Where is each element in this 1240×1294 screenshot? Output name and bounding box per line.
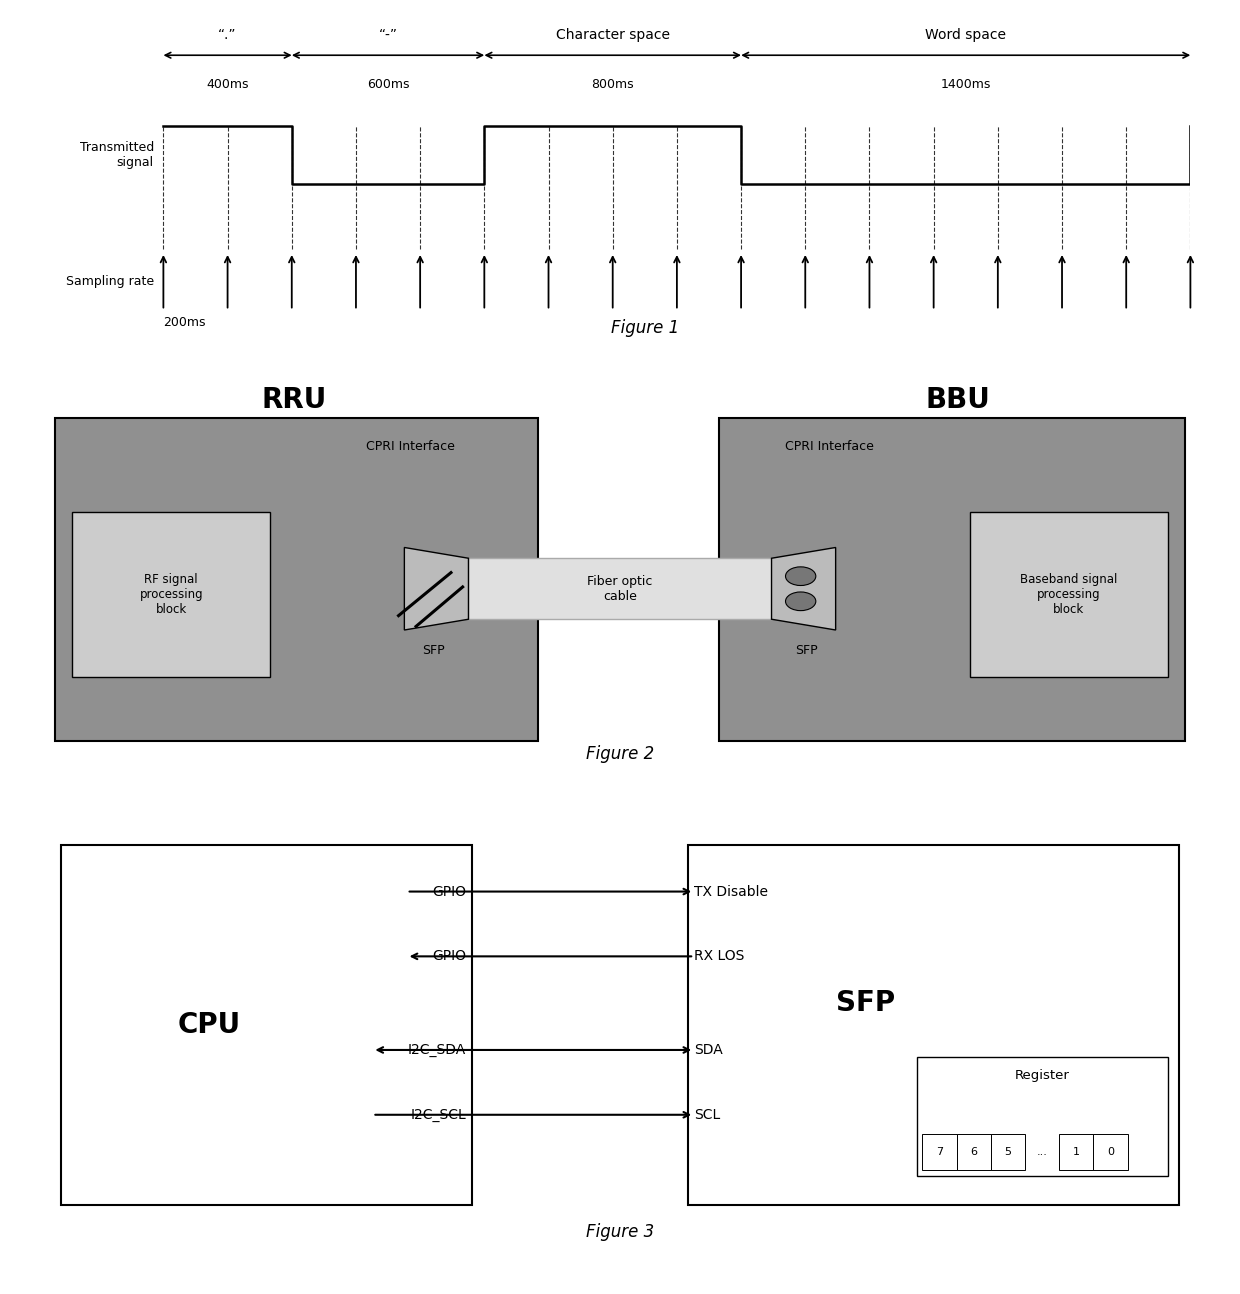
Bar [991, 1135, 1025, 1170]
Text: Word space: Word space [925, 28, 1006, 43]
Text: GPIO: GPIO [432, 885, 466, 898]
Circle shape [785, 591, 816, 611]
Text: RF signal
processing
block: RF signal processing block [139, 573, 203, 616]
Bar [55, 418, 538, 741]
Text: 400ms: 400ms [206, 78, 249, 91]
Text: Fiber optic
cable: Fiber optic cable [588, 575, 652, 603]
Text: 800ms: 800ms [591, 78, 634, 91]
Text: 6: 6 [970, 1148, 977, 1157]
Bar [1094, 1135, 1127, 1170]
Text: 600ms: 600ms [367, 78, 409, 91]
Text: 7: 7 [936, 1148, 942, 1157]
Text: Baseband signal
processing
block: Baseband signal processing block [1021, 573, 1117, 616]
Bar [469, 558, 771, 620]
Text: CPU: CPU [177, 1011, 241, 1039]
Text: SDA: SDA [694, 1043, 723, 1057]
Bar [970, 511, 1168, 677]
Text: RX LOS: RX LOS [694, 950, 744, 963]
Text: SCL: SCL [694, 1108, 720, 1122]
Bar [956, 1135, 991, 1170]
Text: 1: 1 [1073, 1148, 1080, 1157]
Bar [688, 845, 1179, 1205]
Text: Transmitted
signal: Transmitted signal [79, 141, 154, 170]
Bar [719, 418, 1185, 741]
Text: “.”: “.” [218, 28, 237, 43]
Text: 200ms: 200ms [164, 317, 206, 330]
Polygon shape [771, 547, 836, 630]
Text: SFP: SFP [836, 989, 895, 1017]
Text: 1400ms: 1400ms [941, 78, 991, 91]
Polygon shape [404, 547, 469, 630]
Text: Figure 3: Figure 3 [585, 1223, 655, 1241]
Text: CPRI Interface: CPRI Interface [366, 440, 455, 453]
Circle shape [785, 567, 816, 585]
Text: TX Disable: TX Disable [694, 885, 768, 898]
Text: CPRI Interface: CPRI Interface [785, 440, 874, 453]
Text: BBU: BBU [925, 386, 991, 414]
Text: ...: ... [1037, 1148, 1048, 1157]
Text: Figure 1: Figure 1 [610, 320, 680, 336]
Text: SFP: SFP [795, 644, 818, 657]
Text: 0: 0 [1107, 1148, 1114, 1157]
Text: Sampling rate: Sampling rate [66, 274, 154, 287]
Text: I2C_SDA: I2C_SDA [408, 1043, 466, 1057]
Bar [923, 1135, 956, 1170]
Text: Character space: Character space [556, 28, 670, 43]
Bar [72, 511, 270, 677]
Bar [916, 1057, 1168, 1176]
Text: “-”: “-” [378, 28, 398, 43]
Bar [1059, 1135, 1094, 1170]
Text: GPIO: GPIO [432, 950, 466, 963]
Bar [61, 845, 471, 1205]
Text: RRU: RRU [260, 386, 326, 414]
Text: Figure 2: Figure 2 [585, 745, 655, 762]
Text: SFP: SFP [422, 644, 445, 657]
Text: I2C_SCL: I2C_SCL [410, 1108, 466, 1122]
Text: 5: 5 [1004, 1148, 1012, 1157]
Text: Register: Register [1014, 1069, 1070, 1082]
